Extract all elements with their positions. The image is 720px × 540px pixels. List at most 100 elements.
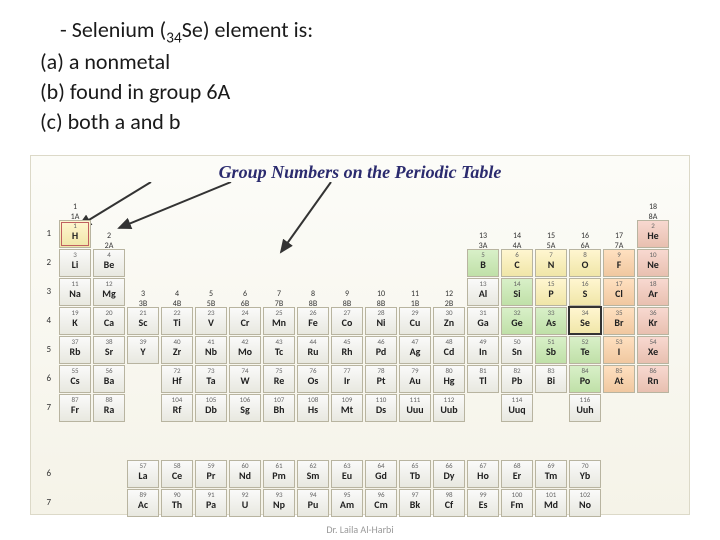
period-label: 2 [41, 257, 51, 268]
group-label: 22A [93, 231, 125, 251]
element-sb: 51Sb [535, 336, 567, 364]
group-label: 11A [59, 202, 91, 222]
element-ge: 32Ge [501, 307, 533, 335]
element-ne: 10Ne [637, 249, 669, 277]
element-ru: 44Ru [297, 336, 329, 364]
element-y: 39Y [127, 336, 159, 364]
question-option-c: (c) both a and b [40, 107, 680, 137]
element-uuq: 114Uuq [501, 394, 533, 422]
group-label: 108B [365, 289, 397, 309]
element-gd: 64Gd [365, 460, 397, 488]
element-te: 52Te [569, 336, 601, 364]
element-bi: 83Bi [535, 365, 567, 393]
element-f: 9F [603, 249, 635, 277]
element-ho: 67Ho [467, 460, 499, 488]
element-rf: 104Rf [161, 394, 193, 422]
element-ds: 110Ds [365, 394, 397, 422]
group-label: 188A [637, 202, 669, 222]
element-w: 74W [229, 365, 261, 393]
element-ra: 88Ra [93, 394, 125, 422]
period-label: 1 [41, 228, 51, 239]
element-cr: 24Cr [229, 307, 261, 335]
question-option-a: (a) a nonmetal [40, 47, 680, 77]
periodic-table-title: Group Numbers on the Periodic Table [31, 156, 689, 185]
element-he: 2He [637, 220, 669, 248]
element-as: 33As [535, 307, 567, 335]
element-zr: 40Zr [161, 336, 193, 364]
stem-suffix: Se) element is: [182, 16, 313, 43]
element-si: 14Si [501, 278, 533, 306]
element-sc: 21Sc [127, 307, 159, 335]
element-rb: 37Rb [59, 336, 91, 364]
element-er: 68Er [501, 460, 533, 488]
element-cd: 48Cd [433, 336, 465, 364]
element-se: 34Se [569, 307, 601, 335]
element-yb: 70Yb [569, 460, 601, 488]
element-la: 57La [127, 460, 159, 488]
element-at: 85At [603, 365, 635, 393]
element-sg: 106Sg [229, 394, 261, 422]
group-label: 33B [127, 289, 159, 309]
element-tb: 65Tb [399, 460, 431, 488]
element-u: 92U [229, 489, 261, 517]
element-al: 13Al [467, 278, 499, 306]
stem-prefix: - Selenium ( [60, 16, 166, 43]
element-fr: 87Fr [59, 394, 91, 422]
period-label: 6 [41, 468, 51, 479]
element-fm: 100Fm [501, 489, 533, 517]
element-db: 105Db [195, 394, 227, 422]
stem-sub: 34 [166, 28, 182, 47]
element-pt: 78Pt [365, 365, 397, 393]
element-bh: 107Bh [263, 394, 295, 422]
element-xe: 54Xe [637, 336, 669, 364]
element-c: 6C [501, 249, 533, 277]
group-label: 133A [467, 231, 499, 251]
element-ce: 58Ce [161, 460, 193, 488]
element-h: 1H [59, 220, 91, 248]
group-label: 111B [399, 289, 431, 309]
element-uuh: 116Uuh [569, 394, 601, 422]
question-stem: - Selenium (34Se) element is: [40, 16, 680, 47]
element-dy: 66Dy [433, 460, 465, 488]
element-np: 93Np [263, 489, 295, 517]
element-mn: 25Mn [263, 307, 295, 335]
element-rh: 45Rh [331, 336, 363, 364]
element-th: 90Th [161, 489, 193, 517]
element-k: 19K [59, 307, 91, 335]
element-kr: 36Kr [637, 307, 669, 335]
element-nd: 60Nd [229, 460, 261, 488]
element-am: 95Am [331, 489, 363, 517]
element-pd: 46Pd [365, 336, 397, 364]
credit-text: Dr. Laila Al-Harbi [0, 523, 720, 536]
element-pm: 61Pm [263, 460, 295, 488]
element-sn: 50Sn [501, 336, 533, 364]
group-label: 55B [195, 289, 227, 309]
element-s: 16S [569, 278, 601, 306]
element-bk: 97Bk [399, 489, 431, 517]
element-sr: 38Sr [93, 336, 125, 364]
element-uub: 112Uub [433, 394, 465, 422]
element-zn: 30Zn [433, 307, 465, 335]
element-ga: 31Ga [467, 307, 499, 335]
group-label: 122B [433, 289, 465, 309]
element-ac: 89Ac [127, 489, 159, 517]
element-br: 35Br [603, 307, 635, 335]
element-ba: 56Ba [93, 365, 125, 393]
element-cf: 98Cf [433, 489, 465, 517]
periodic-table-figure: Group Numbers on the Periodic Table 11A2… [30, 155, 690, 515]
group-label: 177A [603, 231, 635, 251]
element-os: 76Os [297, 365, 329, 393]
group-label: 144A [501, 231, 533, 251]
element-ta: 73Ta [195, 365, 227, 393]
group-label: 155A [535, 231, 567, 251]
element-uuu: 111Uuu [399, 394, 431, 422]
element-i: 53I [603, 336, 635, 364]
group-label: 77B [263, 289, 295, 309]
element-ag: 47Ag [399, 336, 431, 364]
element-cu: 29Cu [399, 307, 431, 335]
element-b: 5B [467, 249, 499, 277]
element-rn: 86Rn [637, 365, 669, 393]
element-pu: 94Pu [297, 489, 329, 517]
element-n: 7N [535, 249, 567, 277]
element-co: 27Co [331, 307, 363, 335]
